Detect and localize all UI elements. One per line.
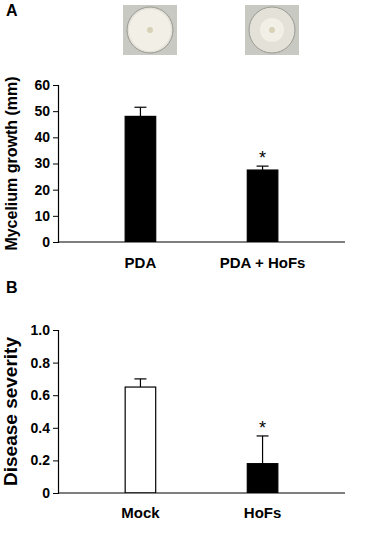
y-axis: 0 10 20 30 40 50 60 [34, 77, 58, 250]
y-tick: 10 [34, 208, 58, 224]
mycelium [260, 18, 284, 42]
x-axis-line [58, 492, 345, 493]
y-tick-label: 1.0 [31, 322, 51, 338]
y-tick-label: 30 [34, 155, 50, 171]
plug [147, 27, 153, 33]
y-tick: 60 [34, 77, 58, 93]
y-tick-label: 40 [34, 129, 50, 145]
error-bar [134, 107, 146, 116]
dish-photo [123, 5, 177, 55]
y-tick-label: 50 [34, 103, 50, 119]
y-tick: 0.4 [31, 420, 58, 436]
error-cap [134, 378, 146, 379]
y-tick-mark [53, 164, 58, 165]
plot-marks [125, 379, 278, 493]
y-tick-label: 0.4 [31, 420, 51, 436]
y-tick: 0.6 [31, 387, 58, 403]
y-tick-label: 20 [34, 182, 50, 198]
bar [125, 116, 156, 242]
x-tick-label: PDA [125, 254, 157, 271]
y-tick-label: 0 [42, 485, 50, 501]
dish-photo [245, 5, 299, 55]
x-tick-label: Mock [121, 504, 160, 521]
y-tick-mark [53, 190, 58, 191]
x-axis-line [58, 241, 345, 242]
panel: B 0 0.2 0.4 0.6 0.8 1.0 Mock HoFs Disease severit… [0, 279, 345, 521]
y-axis-line [53, 331, 59, 494]
error-bar [134, 379, 146, 387]
y-tick-mark [53, 395, 58, 396]
x-tick: Mock [121, 493, 160, 521]
y-tick: 40 [34, 129, 58, 145]
y-tick-mark [53, 216, 58, 217]
dish [127, 7, 173, 53]
photo-bg [123, 5, 177, 55]
x-tick: PDA + HoFs [220, 242, 306, 271]
y-tick: 0.2 [31, 452, 58, 468]
y-tick: 0 [42, 485, 58, 501]
bar [247, 170, 278, 242]
error-bar [257, 436, 269, 464]
error-stem [140, 107, 141, 116]
x-axis: PDA PDA + HoFs [58, 242, 345, 271]
plug [269, 27, 275, 33]
photo-bg [245, 5, 299, 55]
y-tick-label: 0 [42, 234, 50, 250]
y-tick: 20 [34, 182, 58, 198]
y-tick-mark [53, 460, 58, 461]
y-tick-mark [53, 330, 58, 331]
y-tick: 1.0 [31, 322, 58, 338]
panel: A 0 10 20 30 40 50 60 PDA PDA + HoFs Mycelium grow… [3, 2, 345, 271]
error-stem [262, 436, 263, 464]
x-tick-label: PDA + HoFs [220, 254, 306, 271]
y-tick-mark [53, 428, 58, 429]
y-axis-line [53, 86, 59, 243]
panel-label: A [6, 2, 18, 19]
y-tick-mark [53, 363, 58, 364]
x-tick-label: HoFs [244, 504, 282, 521]
y-tick-label: 0.2 [31, 452, 51, 468]
y-tick-mark [53, 493, 58, 494]
error-stem [140, 379, 141, 387]
y-tick-label: 0.6 [31, 387, 51, 403]
y-axis: 0 0.2 0.4 0.6 0.8 1.0 [31, 322, 59, 501]
x-tick: PDA [125, 242, 157, 271]
y-tick-mark [53, 85, 58, 86]
mycelium [129, 9, 171, 51]
y-tick: 0.8 [31, 355, 58, 371]
figure: A 0 10 20 30 40 50 60 PDA PDA + HoFs Mycelium grow… [0, 0, 384, 534]
y-tick: 50 [34, 103, 58, 119]
dish [249, 7, 295, 53]
y-tick: 30 [34, 155, 58, 171]
y-tick-label: 10 [34, 208, 50, 224]
bar [125, 387, 156, 493]
y-axis-title: Disease severity [0, 337, 21, 486]
y-tick-label: 60 [34, 77, 50, 93]
y-tick-mark [53, 111, 58, 112]
y-tick-label: 0.8 [31, 355, 51, 371]
x-axis: Mock HoFs [58, 493, 345, 521]
bar [247, 464, 278, 493]
y-axis-title: Mycelium growth (mm) [3, 76, 20, 250]
plot-marks [125, 107, 278, 242]
error-cap [134, 107, 146, 108]
significance-mark: * [259, 148, 266, 168]
y-tick: 0 [42, 234, 58, 250]
x-tick: HoFs [244, 493, 282, 521]
panel-label: B [6, 279, 18, 296]
y-tick-mark [53, 242, 58, 243]
significance-mark: * [259, 418, 266, 438]
y-tick-mark [53, 137, 58, 138]
